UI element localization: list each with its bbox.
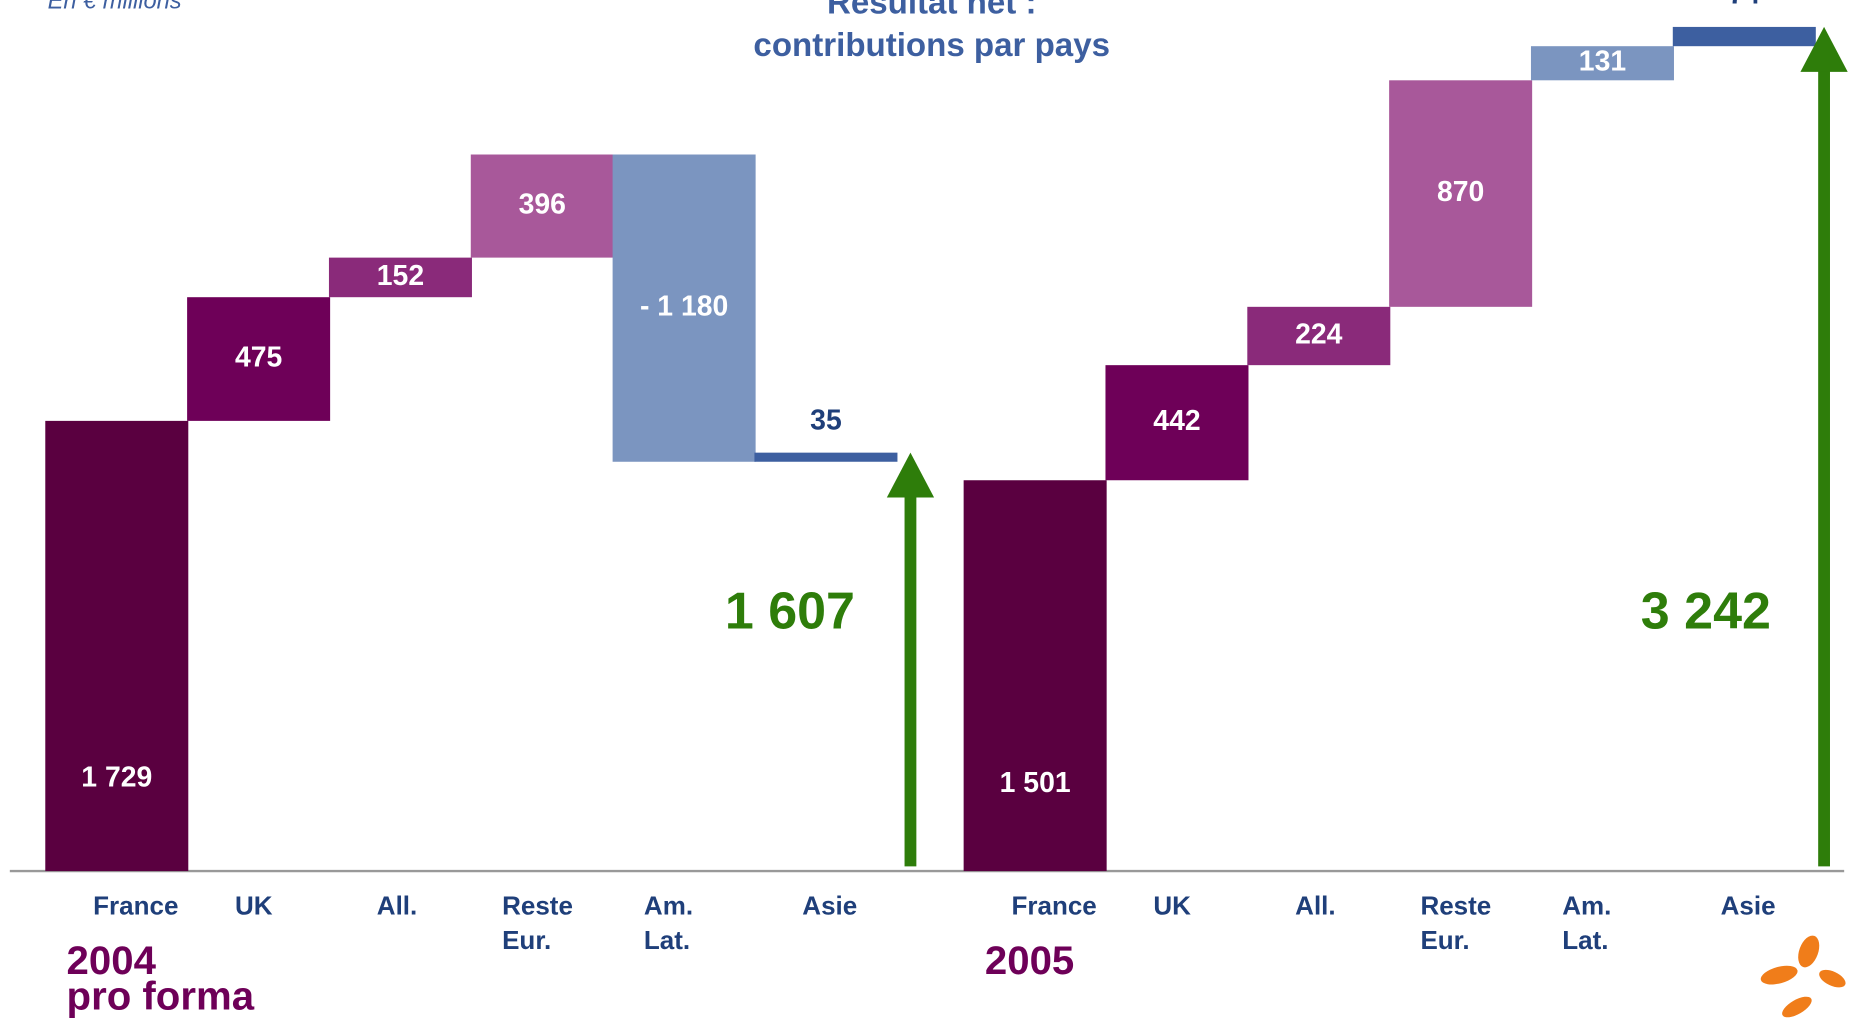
value-label: 870 [1437,176,1484,208]
value-label: 74 [1729,0,1761,11]
x-tick-label: Am. Lat. [1562,891,1611,955]
group-year: 2004 [67,938,157,983]
total-arrowhead [886,452,935,498]
bar [1247,306,1391,366]
x-tick-label-line: Lat. [644,925,690,955]
x-tick-label-line: Reste [1420,891,1491,921]
x-tick-label: Am. Lat. [644,891,693,955]
x-tick-label-line: Lat. [1562,925,1608,955]
x-tick-label: All. [377,891,417,921]
group-year-note: pro forma [67,973,255,1018]
bar [187,297,331,421]
value-label: 475 [235,342,282,374]
value-label: 35 [810,404,842,436]
value-label: 224 [1295,318,1343,350]
value-label: - 1 180 [640,291,728,323]
total-arrowhead [1800,26,1848,72]
x-tick-label-line: Eur. [502,925,551,955]
x-tick-label-line: Eur. [1420,925,1469,955]
total-label: 1 607 [725,582,855,640]
bar [963,480,1107,872]
x-tick-label: Asie [802,891,857,921]
value-label: 1 501 [1000,767,1071,799]
bar [328,257,472,298]
value-label: 396 [519,189,566,221]
x-tick-label: Reste Eur. [502,891,573,955]
bar [754,452,898,462]
value-label: 1 729 [81,761,152,793]
group-year: 2005 [985,938,1074,983]
x-tick-label: Reste Eur. [1420,891,1491,955]
x-tick-label-line: Am. [644,891,693,921]
x-tick-label: UK [235,891,273,921]
x-tick-label: UK [1153,891,1191,921]
logo [1760,935,1846,1018]
bar [1389,80,1533,307]
x-tick-label-line: Am. [1562,891,1611,921]
value-label: 442 [1153,405,1200,437]
x-tick-label: France [1012,891,1097,921]
bar [1672,26,1816,47]
value-label: 131 [1579,46,1626,78]
x-tick-label-line: Reste [502,891,573,921]
x-tick-label: France [93,891,178,921]
bar [45,420,189,872]
bar [470,154,614,258]
chart-subtitle: contributions par pays [753,27,1110,64]
value-label: 152 [377,260,424,292]
total-label: 3 242 [1641,582,1771,640]
bar [1530,46,1674,81]
x-tick-label: Asie [1721,891,1776,921]
x-tick-label: All. [1295,891,1335,921]
chart-title: Résultat net : [827,0,1037,21]
unit-note: En € millions [48,0,182,15]
bar [612,154,756,462]
bar [1105,365,1249,481]
